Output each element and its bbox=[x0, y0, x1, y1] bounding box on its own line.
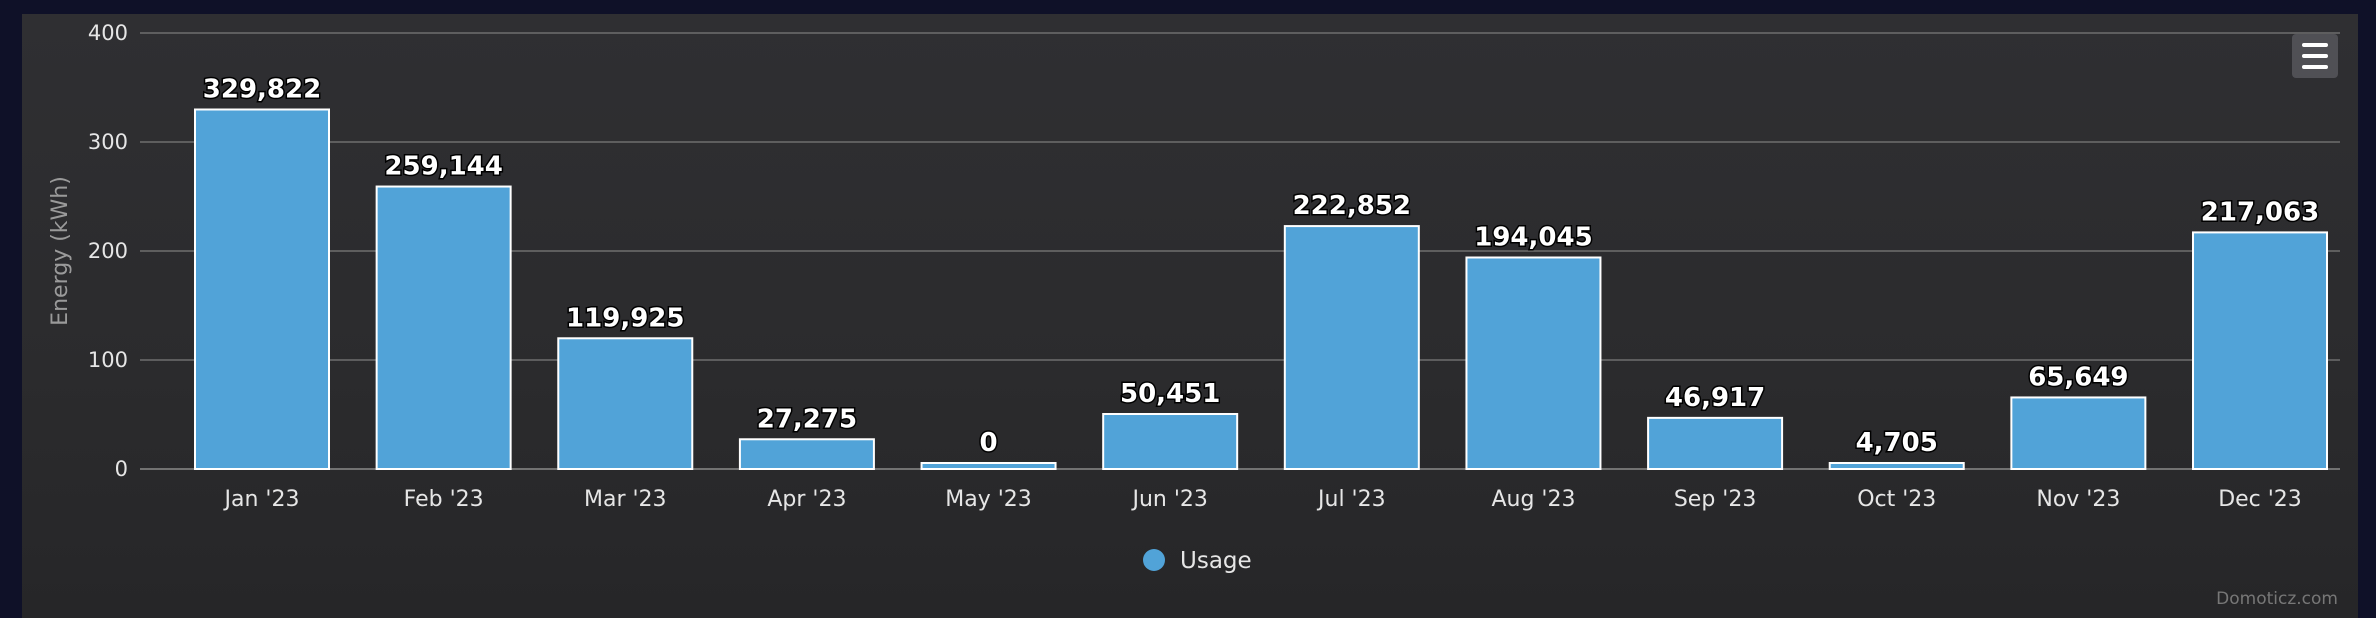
bar-chart: 0 100 200 300 400 Energy (kWh) 329,822 259,14… bbox=[48, 21, 2340, 609]
data-label: 0 bbox=[979, 428, 997, 458]
x-tick-label: Apr '23 bbox=[767, 487, 846, 512]
bar[interactable] bbox=[2010, 396, 2147, 471]
bar[interactable] bbox=[1283, 225, 1420, 470]
y-tick-label: 300 bbox=[88, 130, 128, 154]
y-tick-label: 100 bbox=[88, 348, 128, 372]
bar[interactable] bbox=[1828, 462, 1965, 470]
x-tick-label: Dec '23 bbox=[2218, 487, 2302, 512]
x-tick-label: Oct '23 bbox=[1857, 487, 1936, 512]
y-axis-ticks: 0 100 200 300 400 bbox=[88, 21, 128, 481]
y-tick-label: 0 bbox=[115, 457, 128, 481]
x-tick-label: Jun '23 bbox=[1130, 487, 1207, 512]
data-label: 329,822 bbox=[203, 74, 321, 104]
x-tick-label: May '23 bbox=[945, 487, 1032, 512]
data-label: 27,275 bbox=[757, 404, 857, 434]
bar[interactable] bbox=[2192, 231, 2328, 470]
bar[interactable] bbox=[557, 337, 694, 470]
y-tick-label: 400 bbox=[88, 21, 128, 45]
data-label: 259,144 bbox=[384, 152, 502, 182]
data-label: 65,649 bbox=[2028, 362, 2128, 392]
x-tick-label: Aug '23 bbox=[1491, 487, 1575, 512]
bar[interactable] bbox=[1465, 256, 1602, 470]
data-labels: 329,822 259,144 119,925 27,275 0 50,451 222,85… bbox=[201, 73, 2320, 460]
bar[interactable] bbox=[1647, 416, 1784, 471]
data-label: 50,451 bbox=[1120, 379, 1220, 409]
legend-marker bbox=[1143, 549, 1165, 571]
data-label: 46,917 bbox=[1665, 383, 1765, 413]
bars bbox=[194, 108, 2328, 471]
x-tick-label: Jul '23 bbox=[1316, 487, 1386, 512]
x-tick-label: Feb '23 bbox=[404, 487, 484, 512]
data-label: 4,705 bbox=[1856, 428, 1938, 458]
x-tick-label: Jan '23 bbox=[223, 487, 300, 512]
x-tick-label: Nov '23 bbox=[2036, 487, 2120, 512]
x-tick-label: Mar '23 bbox=[584, 487, 667, 512]
hamburger-menu-icon bbox=[2302, 43, 2328, 69]
data-label: 194,045 bbox=[1474, 222, 1592, 252]
y-tick-label: 200 bbox=[88, 239, 128, 263]
chart-container: 0 100 200 300 400 Energy (kWh) 329,822 259,14… bbox=[22, 14, 2358, 618]
legend[interactable]: Usage bbox=[1143, 548, 1252, 574]
bar[interactable] bbox=[738, 438, 875, 471]
chart-menu-button[interactable] bbox=[2292, 34, 2338, 78]
x-axis-ticks: Jan '23 Feb '23 Mar '23 Apr '23 May '23 Jun '… bbox=[223, 487, 2302, 512]
bar[interactable] bbox=[920, 462, 1057, 470]
bar[interactable] bbox=[1102, 413, 1239, 471]
data-label: 119,925 bbox=[566, 303, 684, 333]
x-tick-label: Sep '23 bbox=[1674, 487, 1757, 512]
credits-text[interactable]: Domoticz.com bbox=[2216, 589, 2338, 609]
y-axis-label: Energy (kWh) bbox=[48, 176, 73, 326]
legend-label[interactable]: Usage bbox=[1180, 548, 1252, 574]
data-label: 222,852 bbox=[1293, 191, 1411, 221]
data-label: 217,063 bbox=[2201, 197, 2319, 227]
bar[interactable] bbox=[194, 108, 330, 470]
bar[interactable] bbox=[375, 185, 512, 470]
